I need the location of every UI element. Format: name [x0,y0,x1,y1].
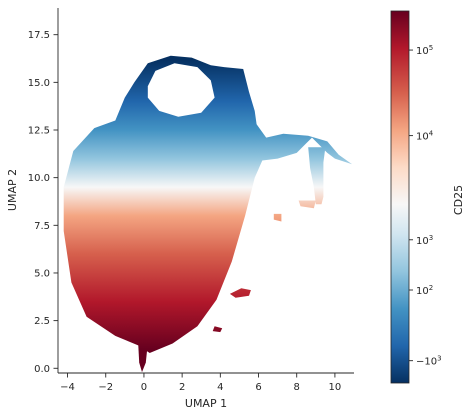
y-tick-label: 2.5 [34,316,50,327]
colorbar-tick-label: −103 [416,355,442,368]
scatter-region-right-branch [308,147,326,205]
y-tick-label: 12.5 [28,126,50,137]
y-ticks: 0.0 2.5 5.0 7.5 10.0 12.5 15.0 17.5 [28,30,58,375]
scatter-region-cluster-d [298,200,316,209]
scatter-region-lower-stem [138,343,148,373]
x-axis-label: UMAP 1 [185,397,227,410]
x-tick-label: 2 [179,382,185,393]
y-tick-label: 15.0 [28,78,50,89]
colorbar [390,10,410,384]
y-axis-label: UMAP 2 [6,169,19,211]
scatter-region-main-body [63,55,353,353]
scatter-upper-hole [147,63,215,117]
x-tick-label: −4 [60,382,75,393]
x-tick-label: −2 [98,382,113,393]
colorbar-ticks: −103 102 103 104 105 [409,44,442,368]
plot-area [63,55,353,373]
x-tick-label: 10 [329,382,342,393]
y-tick-label: 7.5 [34,221,50,232]
x-ticks: −4 −2 0 2 4 6 8 10 [60,373,341,393]
y-tick-label: 5.0 [34,268,50,279]
colorbar-tick-label: 105 [416,44,433,57]
scatter-region-cluster-b [212,326,223,333]
x-tick-label: 8 [294,382,300,393]
colorbar-tick-label: 104 [416,130,434,143]
colorbar-label: CD25 [452,185,465,215]
colorbar-tick-label: 102 [416,284,433,297]
y-tick-label: 17.5 [28,30,50,41]
y-tick-label: 0.0 [34,364,50,375]
scatter-region-cluster-c [273,213,282,222]
x-tick-label: 4 [217,382,223,393]
scatter-region-cluster-a [229,288,251,298]
x-tick-label: 0 [141,382,147,393]
x-tick-label: 6 [255,382,261,393]
y-tick-label: 10.0 [28,173,50,184]
colorbar-tick-label: 103 [416,234,433,247]
